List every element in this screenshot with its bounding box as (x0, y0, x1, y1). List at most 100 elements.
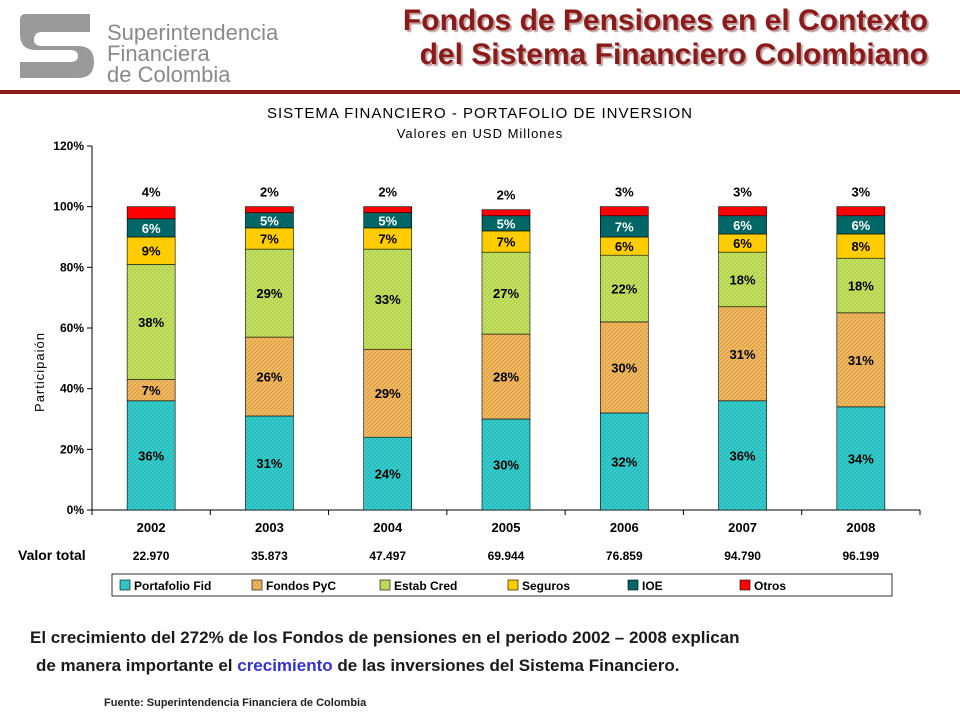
logo-mark-icon (20, 14, 94, 78)
bar-segment (363, 248, 413, 350)
y-tick-label: 120% (53, 139, 84, 153)
page-title-line-2: del Sistema Financiero Colombiano (419, 38, 928, 71)
data-label: 9% (142, 244, 161, 259)
bar-segment (363, 348, 413, 438)
bar-segment (126, 400, 176, 511)
data-label: 8% (851, 239, 870, 254)
legend-label: Fondos PyC (266, 579, 336, 593)
y-tick-label: 40% (60, 382, 84, 396)
footer-line-2: de manera importante el crecimiento de l… (30, 652, 740, 680)
data-label: 29% (375, 386, 401, 401)
bar-segment (245, 248, 294, 338)
data-label: 18% (848, 279, 874, 294)
bar-segment (599, 412, 649, 511)
data-label: 32% (611, 454, 637, 469)
legend-label: Estab Cred (394, 579, 457, 593)
valor-total-value: 47.497 (369, 549, 406, 563)
valor-total-value: 35.873 (251, 549, 288, 563)
y-tick-label: 100% (53, 200, 84, 214)
data-label: 29% (256, 286, 282, 301)
bar-segment (718, 400, 767, 511)
data-label: 3% (851, 185, 870, 200)
data-label: 28% (493, 370, 519, 385)
bar-segment (836, 206, 886, 217)
bar-segment (126, 264, 176, 380)
data-label: 33% (375, 292, 401, 307)
legend-box (111, 573, 893, 597)
legend-swatch (251, 579, 263, 591)
data-label: 6% (733, 236, 752, 251)
data-label: 31% (848, 353, 874, 368)
legend-swatch (739, 579, 751, 591)
x-tick-label: 2006 (610, 520, 639, 535)
data-label: 7% (378, 232, 397, 247)
data-label: 27% (493, 286, 519, 301)
data-label: 6% (851, 218, 870, 233)
data-label: 30% (493, 458, 519, 473)
title-divider (0, 90, 960, 94)
y-axis-label: Participaión (32, 332, 47, 412)
legend-swatch (379, 579, 391, 591)
valor-total-value: 69.944 (488, 549, 525, 563)
y-tick-label: 0% (67, 503, 85, 517)
stacked-bar-chart: SISTEMA FINANCIERO - PORTAFOLIO DE INVER… (18, 105, 921, 597)
data-label: 26% (256, 370, 282, 385)
legend-label: Portafolio Fid (134, 579, 211, 593)
data-label: 36% (138, 448, 164, 463)
x-tick-label: 2004 (373, 520, 403, 535)
legend-label: IOE (642, 579, 663, 593)
data-label: 7% (260, 232, 279, 247)
data-label: 5% (378, 213, 397, 228)
bar-segment (363, 206, 413, 214)
footer-text-a: de manera importante el (36, 656, 238, 675)
data-label: 24% (375, 467, 401, 482)
data-label: 2% (497, 188, 516, 203)
bar-segment (363, 436, 413, 511)
x-tick-label: 2005 (492, 520, 521, 535)
data-label: 18% (730, 272, 756, 287)
x-tick-label: 2008 (846, 520, 875, 535)
bar-segment (245, 415, 294, 511)
x-tick-label: 2002 (137, 520, 166, 535)
legend-swatch (507, 579, 519, 591)
data-label: 6% (615, 239, 634, 254)
bar-segment (126, 206, 176, 220)
bar-segment (245, 206, 294, 214)
y-tick-label: 80% (60, 260, 84, 274)
y-tick-label: 60% (60, 321, 84, 335)
data-label: 30% (611, 360, 637, 375)
data-label: 7% (615, 219, 634, 234)
data-label: 5% (497, 216, 516, 231)
data-label: 36% (730, 448, 756, 463)
logo-line-1: Superintendencia (107, 20, 279, 45)
data-label: 7% (142, 383, 161, 398)
valor-total-label: Valor total (18, 547, 86, 563)
bar-segment (245, 336, 294, 417)
bar-segment (126, 236, 176, 265)
bar-segment (481, 251, 531, 335)
x-tick-label: 2003 (255, 520, 284, 535)
footer-highlight: crecimiento (237, 656, 333, 675)
bar-segment (481, 418, 531, 511)
legend-swatch (627, 579, 639, 591)
data-label: 4% (142, 185, 161, 200)
bar-segment (836, 312, 886, 408)
y-tick-label: 20% (60, 442, 84, 456)
valor-total-value: 22.970 (133, 549, 170, 563)
bar-segment (599, 321, 649, 414)
footer-line-1: El crecimiento del 272% de los Fondos de… (30, 628, 740, 647)
source-note: Fuente: Superintendencia Financiera de C… (104, 697, 367, 709)
data-label: 31% (256, 456, 282, 471)
logo-line-3: de Colombia (107, 62, 231, 87)
data-label: 31% (730, 347, 756, 362)
valor-total-value: 94.790 (724, 549, 761, 563)
data-label: 2% (378, 185, 397, 200)
logo-line-2: Financiera (107, 41, 210, 66)
data-label: 3% (733, 185, 752, 200)
bar-segment (481, 209, 531, 217)
footer-note: El crecimiento del 272% de los Fondos de… (30, 624, 740, 680)
bar-segment (718, 206, 767, 217)
bar-segment (718, 251, 767, 308)
data-label: 38% (138, 315, 164, 330)
bar-segment (481, 333, 531, 420)
